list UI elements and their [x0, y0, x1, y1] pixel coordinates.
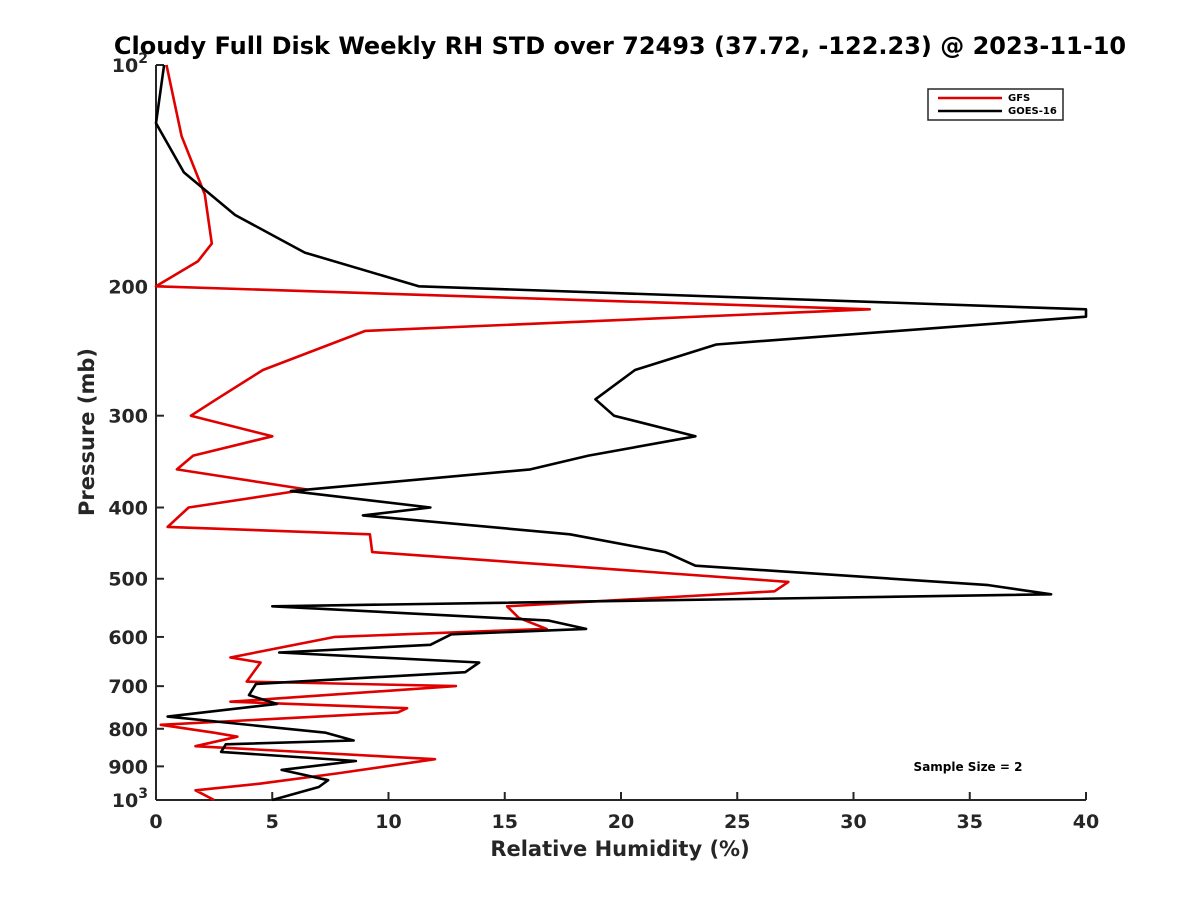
x-tick-label: 30: [840, 811, 866, 833]
legend-label-gfs: GFS: [1008, 93, 1030, 104]
y-tick-label: 700: [108, 676, 148, 698]
series-layer: [154, 64, 1088, 802]
y-tick-label: 500: [108, 569, 148, 591]
series-line-goes16: [154, 64, 1088, 802]
series-line-gfs: [154, 64, 872, 802]
chart-title: Cloudy Full Disk Weekly RH STD over 7249…: [114, 32, 1126, 60]
x-axis-label: Relative Humidity (%): [490, 837, 749, 861]
x-tick-label: 10: [375, 811, 401, 833]
x-tick-label: 25: [724, 811, 750, 833]
x-tick-label: 15: [492, 811, 518, 833]
legend: GFS GOES-16: [927, 88, 1064, 121]
x-axis-ticks: 0 5 10 15 20 25 30 35 40: [149, 792, 1099, 833]
y-tick-label: 600: [108, 627, 148, 649]
plot-area: [155, 65, 1086, 801]
x-tick-label: 40: [1073, 811, 1099, 833]
x-tick-label: 20: [608, 811, 634, 833]
y-tick-label: 103: [112, 786, 148, 812]
y-tick-label: 900: [108, 756, 148, 778]
y-tick-label: 102: [112, 51, 148, 77]
legend-label-goes16: GOES-16: [1008, 106, 1057, 117]
x-tick-label: 35: [957, 811, 983, 833]
sample-size-annotation: Sample Size = 2: [914, 760, 1023, 774]
y-axis-ticks: 102 200 300 400 500 600 700 800 900 103: [108, 51, 164, 812]
y-tick-label: 400: [108, 498, 148, 520]
x-tick-label: 0: [149, 811, 162, 833]
y-tick-label: 800: [108, 719, 148, 741]
legend-box: [927, 88, 1064, 121]
y-tick-label: 300: [108, 406, 148, 428]
x-tick-label: 5: [266, 811, 279, 833]
y-tick-label: 200: [108, 276, 148, 298]
y-axis-label: Pressure (mb): [75, 348, 99, 516]
